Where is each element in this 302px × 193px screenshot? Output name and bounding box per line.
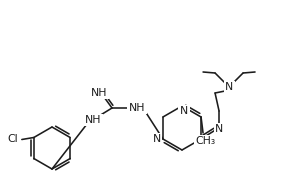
Text: NH: NH	[85, 115, 101, 125]
Text: CH₃: CH₃	[195, 136, 215, 146]
Text: N: N	[215, 124, 223, 134]
Text: N: N	[180, 106, 188, 116]
Text: Cl: Cl	[8, 135, 18, 145]
Text: NH: NH	[91, 88, 107, 98]
Text: N: N	[225, 82, 233, 92]
Text: NH: NH	[129, 103, 145, 113]
Text: N: N	[153, 134, 161, 144]
